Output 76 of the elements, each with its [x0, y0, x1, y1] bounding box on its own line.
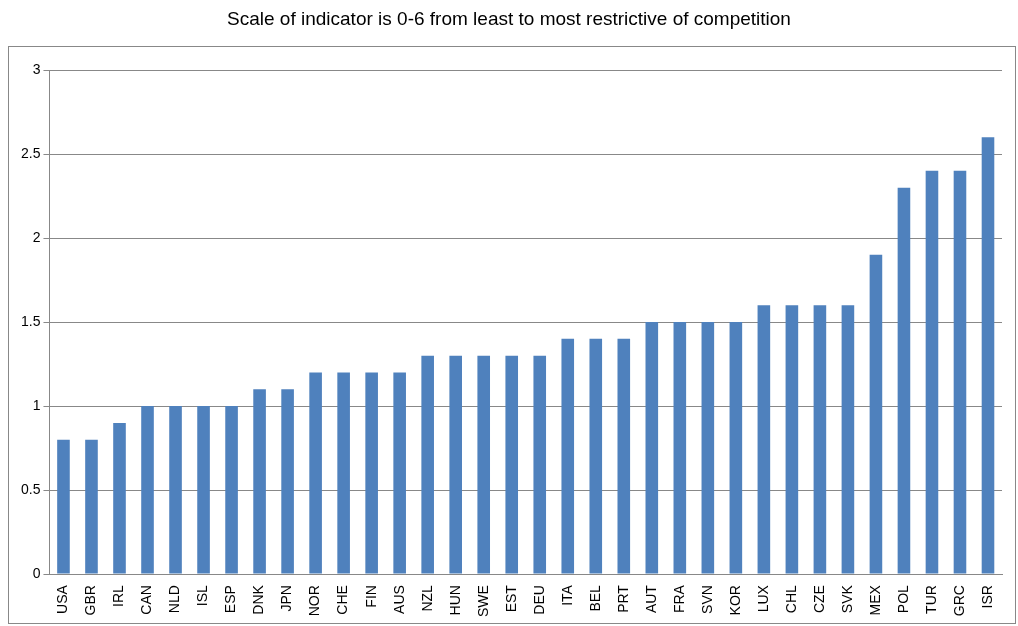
x-tick-label: POL [894, 584, 911, 614]
x-tick-label: FIN [362, 585, 379, 608]
x-tick-label: ISR [978, 585, 995, 609]
y-tick-label: 3 [32, 60, 41, 77]
bar [365, 372, 378, 574]
x-tick-label: CAN [138, 585, 155, 615]
bar [981, 137, 995, 574]
bar [869, 254, 883, 574]
bar [897, 187, 911, 574]
x-tick-label: AUS [390, 585, 407, 614]
bar [309, 372, 322, 574]
bar [785, 305, 799, 574]
bar [645, 322, 659, 574]
bar [421, 355, 434, 574]
x-tick-label: IRL [110, 584, 127, 607]
x-tick-label: CHE [334, 585, 351, 615]
x-tick-label: USA [54, 584, 71, 614]
x-tick-label: DEU [530, 585, 547, 615]
x-tick-label: EST [502, 584, 519, 613]
bar [449, 355, 462, 574]
bar [533, 355, 547, 574]
bar [925, 170, 939, 574]
x-tick-label: CHL [782, 584, 799, 614]
x-tick-label: ISL [194, 584, 211, 607]
bar [589, 338, 603, 574]
bar [169, 406, 182, 574]
x-tick-label: SWE [474, 585, 491, 617]
bar [281, 389, 294, 574]
bar [141, 406, 154, 574]
bar [85, 439, 98, 574]
bar [477, 355, 491, 574]
x-tick-label: LUX [754, 584, 771, 613]
bar [225, 406, 238, 574]
y-tick-label: 1.5 [20, 312, 41, 329]
bar [617, 338, 631, 574]
bar [729, 322, 743, 574]
y-tick-label: 2.5 [20, 144, 41, 161]
y-tick-label: 0.5 [20, 480, 41, 497]
x-tick-label: AUT [642, 584, 659, 614]
x-tick-label: HUN [446, 585, 463, 616]
chart-title: Scale of indicator is 0-6 from least to most restrictive of competition [226, 8, 792, 30]
bar [813, 305, 827, 574]
x-tick-label: ITA [558, 584, 575, 606]
x-tick-label: CZE [810, 585, 827, 614]
bar [701, 322, 715, 574]
bar [841, 305, 855, 574]
x-tick-label: NOR [306, 585, 323, 617]
bar [197, 406, 210, 574]
x-tick-label: FRA [670, 584, 687, 614]
bar [113, 422, 126, 574]
x-tick-label: DNK [250, 584, 267, 615]
bar [757, 305, 771, 574]
x-tick-label: NZL [418, 584, 435, 612]
x-tick-label: KOR [726, 585, 743, 616]
x-tick-label: TUR [922, 585, 939, 614]
y-tick-label: 2 [32, 228, 41, 245]
bar [253, 389, 266, 574]
x-tick-label: PRT [614, 584, 631, 613]
bar [337, 372, 350, 574]
x-tick-label: JPN [278, 585, 295, 612]
bar [505, 355, 519, 574]
bar [393, 372, 406, 574]
x-tick-label: GRC [950, 585, 967, 617]
y-tick-label: 0 [32, 564, 41, 581]
bar [57, 439, 70, 574]
x-tick-label: NLD [166, 585, 183, 614]
x-tick-label: ESP [222, 585, 239, 614]
x-tick-label: SVK [838, 584, 855, 614]
x-tick-label: BEL [586, 584, 603, 612]
x-tick-label: GBR [82, 585, 99, 616]
y-tick-label: 1 [32, 396, 41, 413]
x-tick-label: SVN [698, 585, 715, 614]
bar [953, 170, 967, 574]
bar [673, 322, 687, 574]
x-tick-label: MEX [866, 584, 883, 616]
bar [561, 338, 575, 574]
